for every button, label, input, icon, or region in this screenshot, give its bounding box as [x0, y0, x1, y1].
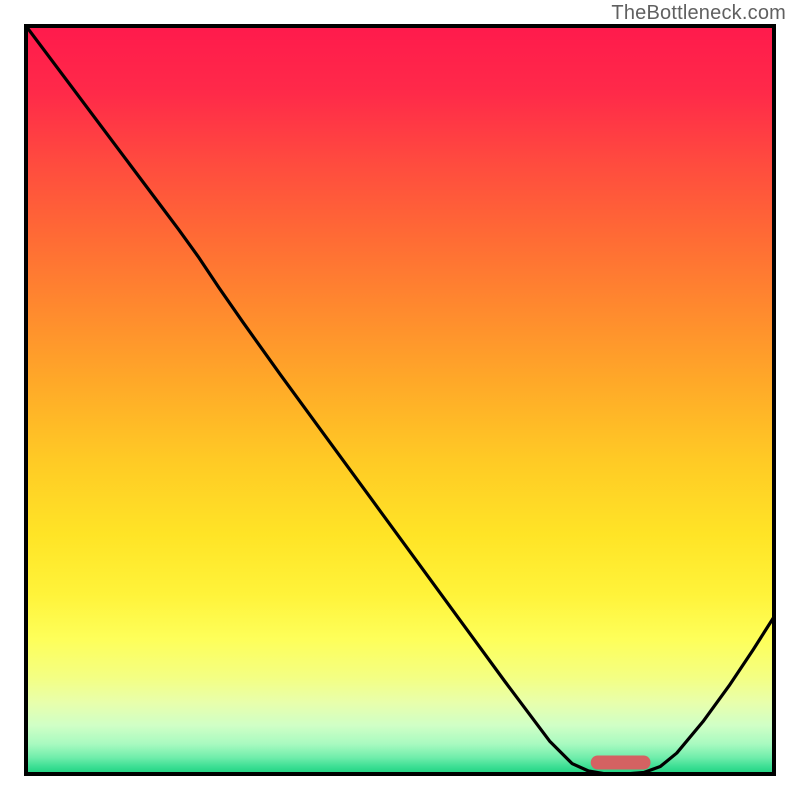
- plot-background: [26, 26, 774, 774]
- watermark-text: TheBottleneck.com: [611, 2, 786, 25]
- bottleneck-curve-chart: [0, 0, 800, 800]
- chart-container: TheBottleneck.com: [0, 0, 800, 800]
- optimal-range-marker: [591, 756, 651, 770]
